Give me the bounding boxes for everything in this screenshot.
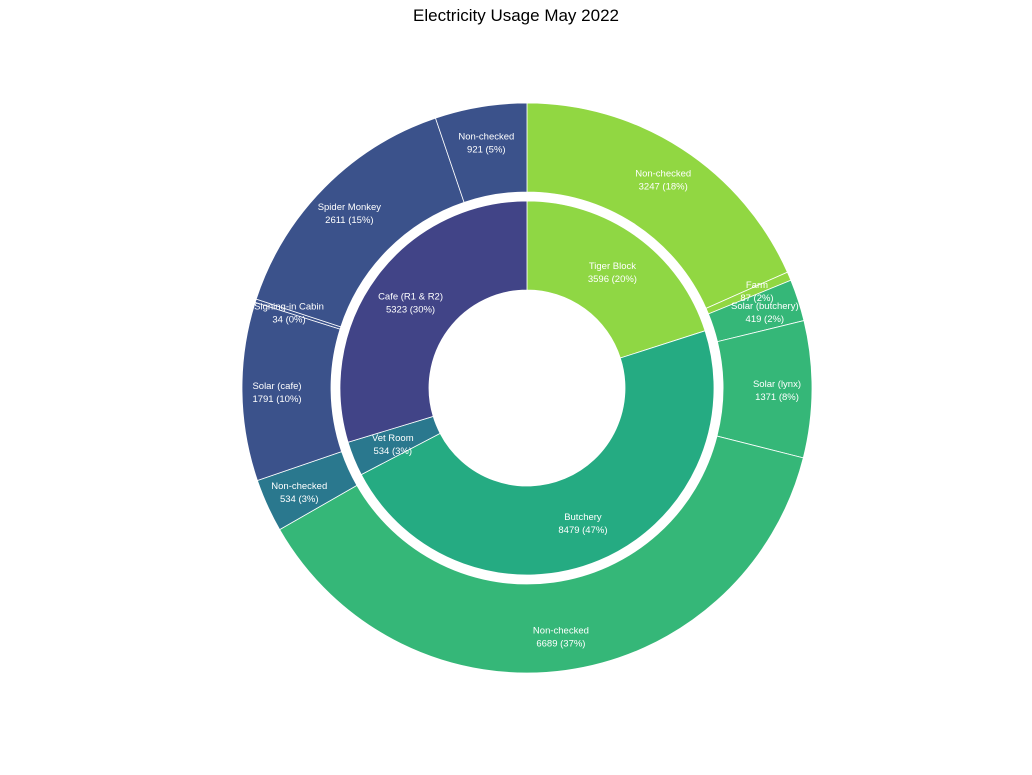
- inner-ring-slice-cafe-r1-r2-3[interactable]: [339, 200, 528, 443]
- outer-ring-label-non-checked-5: Non-checked 534 (3%): [271, 481, 327, 505]
- inner-ring-slice-butchery-1[interactable]: [360, 330, 715, 576]
- outer-ring-label-non-checked-4: Non-checked 6689 (37%): [533, 626, 589, 650]
- outer-ring-label-solar-lynx-3: Solar (lynx) 1371 (8%): [753, 379, 801, 403]
- outer-ring-label-signing-in-cabin-7: Signing-in Cabin 34 (0%): [254, 301, 324, 325]
- inner-ring-slice-tiger-block-0[interactable]: [526, 200, 706, 359]
- outer-ring-label-solar-cafe-6: Solar (cafe) 1791 (10%): [252, 381, 301, 405]
- slice-labels: Tiger Block 3596 (20%) Butchery 8479 (47%) V…: [252, 131, 801, 649]
- outer-ring-slice-non-checked-9[interactable]: [434, 102, 528, 203]
- outer-ring-label-spider-monkey-8: Spider Monkey 2611 (15%): [318, 202, 382, 226]
- outer-ring-label-non-checked-0: Non-checked 3247 (18%): [635, 168, 691, 192]
- chart-title: Electricity Usage May 2022: [413, 6, 619, 25]
- inner-ring-label-tiger-block-0: Tiger Block 3596 (20%): [588, 261, 637, 285]
- outer-ring-label-farm-1: Farm 87 (2%): [740, 280, 773, 304]
- outer-ring-label-solar-butchery-2: Solar (butchery) 419 (2%): [731, 301, 799, 325]
- outer-ring-slice-non-checked-4[interactable]: [279, 435, 804, 674]
- inner-ring-label-cafe-r1-r2-3: Cafe (R1 & R2) 5323 (30%): [378, 292, 443, 316]
- inner-ring-label-vet-room-2: Vet Room 534 (3%): [372, 433, 414, 457]
- outer-ring-label-non-checked-9: Non-checked 921 (5%): [458, 131, 514, 155]
- inner-ring-label-butchery-1: Butchery 8479 (47%): [558, 512, 607, 536]
- outer-ring: [241, 102, 813, 674]
- inner-ring: [339, 200, 715, 576]
